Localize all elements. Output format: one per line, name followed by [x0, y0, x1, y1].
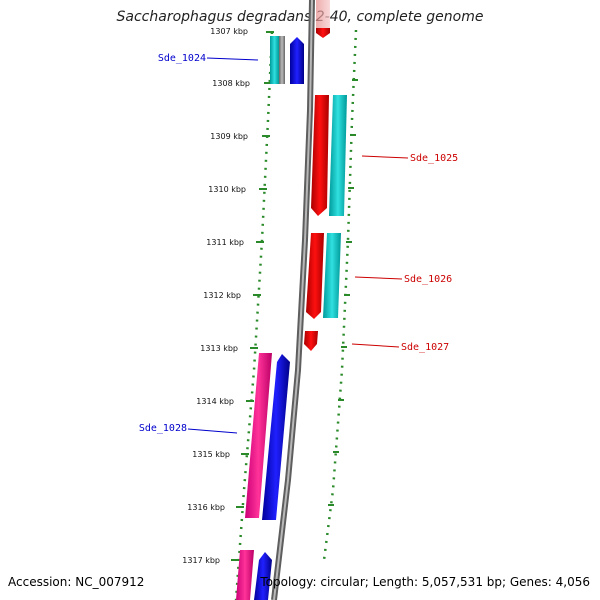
gene-label-sde-1025[interactable]: Sde_1025 [410, 153, 458, 164]
map-title: Saccharophagus degradans 2-40, complete … [116, 9, 484, 25]
dotted-track-left [234, 31, 274, 600]
accession-text: Accession: NC_007912 [8, 575, 145, 589]
right-track-ticks [328, 79, 358, 506]
tick-label-1317: 1317 kbp [182, 556, 220, 565]
genome-summary-text: Topology: circular; Length: 5,057,531 bp… [260, 575, 590, 589]
gene-feature-trna-bottom[interactable] [236, 550, 254, 600]
leader-line-sde-1026 [354, 276, 403, 280]
gene-feature-reverse-top[interactable] [316, 28, 330, 38]
tick-label-1315: 1315 kbp [192, 450, 230, 459]
leader-line-sde-1027 [351, 343, 400, 348]
dotted-track-right [322, 29, 358, 561]
gene-feature-grey-1024[interactable] [279, 36, 285, 84]
gene-label-sde-1027[interactable]: Sde_1027 [401, 342, 449, 353]
gene-label-sde-1028[interactable]: Sde_1028 [139, 423, 187, 434]
tick-label-1308: 1308 kbp [212, 79, 250, 88]
leader-line-sde-1024 [206, 57, 259, 61]
gene-label-sde-1026[interactable]: Sde_1026 [404, 274, 452, 285]
ruler-labels: 1307 kbp 1308 kbp 1309 kbp 1310 kbp 1311… [182, 27, 250, 565]
gene-label-sde-1024[interactable]: Sde_1024 [158, 53, 206, 64]
gene-feature-rna-1024[interactable] [270, 36, 279, 84]
tick-label-1313: 1313 kbp [200, 344, 238, 353]
leader-line-sde-1028 [187, 428, 238, 434]
gene-feature-forward-1028[interactable] [262, 354, 290, 520]
tick-label-1314: 1314 kbp [196, 397, 234, 406]
tick-label-1311: 1311 kbp [206, 238, 244, 247]
gene-feature-reverse-1027[interactable] [304, 331, 318, 351]
genome-backbone [271, 0, 315, 600]
tick-label-1309: 1309 kbp [210, 132, 248, 141]
tick-label-1316: 1316 kbp [187, 503, 225, 512]
gene-feature-forward-bottom[interactable] [254, 552, 272, 600]
gene-feature-faint-top [316, 0, 330, 28]
gene-feature-rna-1026[interactable] [323, 233, 341, 318]
tick-label-1312: 1312 kbp [203, 291, 241, 300]
leader-line-sde-1025 [361, 155, 409, 159]
gene-feature-reverse-1026[interactable] [306, 233, 324, 319]
gene-feature-forward-1024[interactable] [290, 37, 304, 84]
tick-label-1307: 1307 kbp [210, 27, 248, 36]
gene-feature-rna-1025[interactable] [329, 95, 347, 216]
gene-feature-trna-1028[interactable] [245, 353, 272, 518]
gene-feature-reverse-1025[interactable] [311, 95, 329, 216]
tick-label-1310: 1310 kbp [208, 185, 246, 194]
